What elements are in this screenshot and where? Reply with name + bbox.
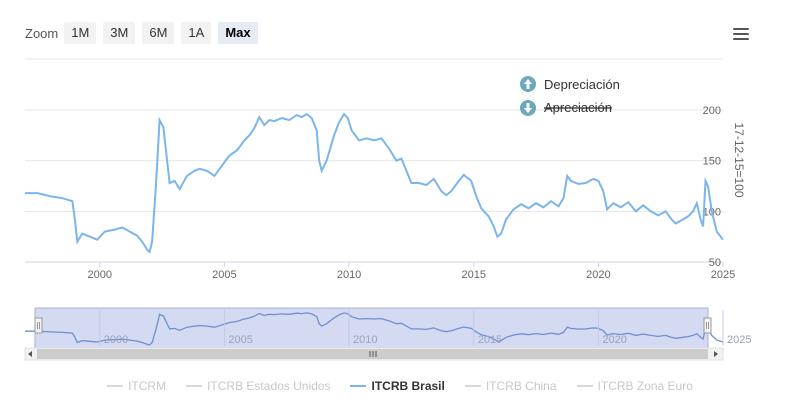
annotation-apreciacion: Apreciación — [520, 100, 612, 116]
navigator[interactable]: 2000 2005 2010 2015 2020 2025 — [25, 307, 751, 349]
navigator-x-ticks: 2000 2005 2010 2015 2020 2025 — [99, 310, 751, 346]
navigator-x-tick-label: 2005 — [228, 334, 252, 346]
zoom-1a-button[interactable]: 1A — [181, 22, 212, 44]
annotation-depreciacion-label: Depreciación — [544, 77, 620, 92]
scrollbar[interactable] — [24, 347, 724, 361]
zoom-6m-button[interactable]: 6M — [142, 22, 175, 44]
x-tick-label: 2025 — [711, 269, 735, 281]
y-tick-label: 200 — [703, 105, 721, 117]
x-tick-label: 2015 — [461, 269, 485, 281]
legend-line-symbol — [576, 385, 593, 387]
hamburger-menu-icon[interactable] — [733, 28, 749, 42]
scrollbar-right-arrow-icon[interactable] — [714, 351, 718, 357]
legend-item-label: ITCRB Brasil — [371, 379, 445, 393]
legend-item-itcrb-estados-unidos[interactable]: ITCRB Estados Unidos — [186, 379, 330, 393]
x-tick-label: 2000 — [88, 269, 112, 281]
y-tick-label: 150 — [703, 156, 721, 168]
legend-item-itcrb-zona-euro[interactable]: ITCRB Zona Euro — [576, 379, 693, 393]
legend-item-label: ITCRB Zona Euro — [597, 379, 693, 393]
navigator-handle-left[interactable] — [34, 317, 43, 334]
navigator-x-tick-label: 2000 — [104, 334, 128, 346]
zoom-max-button[interactable]: Max — [218, 22, 258, 44]
navigator-x-tick-label: 2010 — [353, 334, 377, 346]
navigator-handle-right[interactable] — [703, 317, 712, 334]
series-line-itcrb-brasil[interactable] — [25, 112, 724, 254]
zoom-3m-button[interactable]: 3M — [103, 22, 136, 44]
arrow-down-glyph — [524, 103, 532, 113]
legend-item-itcrb-brasil[interactable]: ITCRB Brasil — [350, 379, 445, 393]
arrow-up-glyph — [524, 79, 532, 89]
x-tick-label: 2020 — [586, 269, 610, 281]
legend-item-label: ITCRM — [128, 379, 167, 393]
zoom-1m-button[interactable]: 1M — [64, 22, 97, 44]
legend-item-label: ITCRB China — [485, 379, 557, 393]
legend-line-symbol — [186, 385, 203, 387]
zoom-bar: Zoom 1M 3M 6M 1A Max — [25, 22, 265, 44]
navigator-x-tick-label: 2015 — [478, 334, 502, 346]
legend-line-symbol — [107, 385, 124, 387]
y-axis-label: 17-12-15=100 — [732, 122, 746, 197]
annotation-apreciacion-label: Apreciación — [544, 100, 612, 115]
x-axis-ticks: 2000 2005 2010 2015 2020 2025 — [88, 262, 735, 281]
y-tick-label: 50 — [709, 257, 721, 269]
zoom-label: Zoom — [25, 25, 59, 41]
x-tick-label: 2010 — [337, 269, 361, 281]
annotation-depreciacion: Depreciación — [520, 76, 620, 92]
legend-item-label: ITCRB Estados Unidos — [207, 379, 331, 393]
navigator-x-tick-label: 2025 — [727, 334, 751, 346]
navigator-series-line — [25, 312, 724, 346]
navigator-x-tick-label: 2020 — [602, 334, 626, 346]
legend-line-symbol — [464, 385, 481, 387]
legend-item-itcrb-china[interactable]: ITCRB China — [464, 379, 557, 393]
legend-item-itcrm[interactable]: ITCRM — [107, 379, 166, 393]
scrollbar-left-arrow-icon[interactable] — [28, 351, 32, 357]
legend: ITCRM ITCRB Estados Unidos ITCRB Brasil … — [0, 376, 800, 396]
grid-lines — [25, 58, 723, 212]
legend-line-symbol — [350, 385, 367, 387]
x-tick-label: 2005 — [212, 269, 236, 281]
